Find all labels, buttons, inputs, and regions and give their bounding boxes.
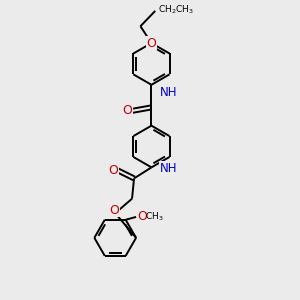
Text: O: O (146, 37, 156, 50)
Text: CH$_2$CH$_3$: CH$_2$CH$_3$ (158, 3, 194, 16)
Text: CH$_3$: CH$_3$ (146, 211, 164, 223)
Text: O: O (110, 204, 120, 217)
Text: O: O (108, 164, 118, 177)
Text: O: O (123, 104, 133, 117)
Text: O: O (137, 210, 147, 224)
Text: NH: NH (160, 85, 177, 98)
Text: NH: NH (160, 162, 177, 175)
